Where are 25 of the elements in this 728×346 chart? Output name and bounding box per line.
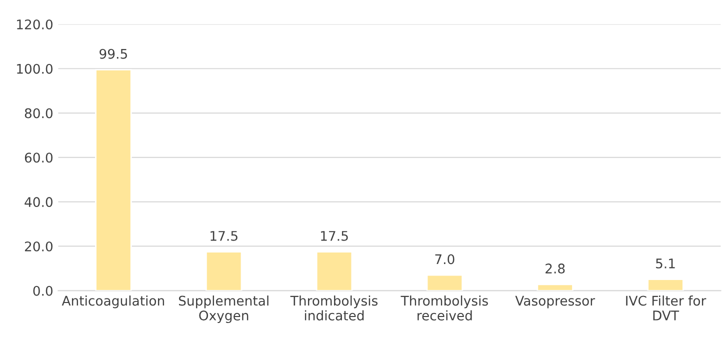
bar: [647, 278, 684, 291]
y-tick-label: 80.0: [24, 108, 53, 118]
bar: [316, 251, 353, 291]
x-tick-label: Supplemental Oxygen: [178, 296, 268, 324]
x-tick-label: Anticoagulation: [62, 296, 164, 308]
y-tick-label: 0.0: [33, 286, 53, 296]
data-label: 2.8: [546, 264, 565, 274]
bar: [206, 251, 242, 291]
bar: [95, 69, 132, 291]
data-label: 5.1: [656, 258, 675, 268]
data-label: 7.0: [435, 254, 454, 264]
x-tick-label: Thrombolysis received: [400, 296, 488, 320]
bar: [426, 274, 464, 291]
y-tick-label: 100.0: [17, 64, 53, 74]
y-tick-label: 60.0: [24, 152, 53, 163]
bar: [536, 284, 574, 291]
x-tick-label: Vasopressor: [515, 296, 596, 308]
data-label: 99.5: [100, 48, 127, 59]
y-tick-label: 40.0: [24, 197, 53, 208]
y-tick-label: 20.0: [24, 241, 53, 252]
data-label: 17.5: [210, 231, 238, 241]
x-tick-label: Thrombolysis indicated: [290, 296, 378, 320]
y-tick-label: 120.0: [17, 19, 53, 30]
data-label: 17.5: [321, 231, 348, 241]
x-tick-label: IVC Filter for DVT: [626, 296, 706, 320]
